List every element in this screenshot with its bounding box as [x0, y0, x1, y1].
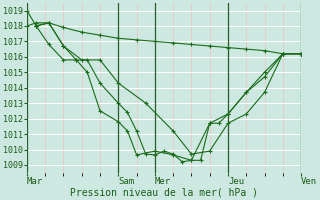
X-axis label: Pression niveau de la mer( hPa ): Pression niveau de la mer( hPa ) [70, 187, 258, 197]
